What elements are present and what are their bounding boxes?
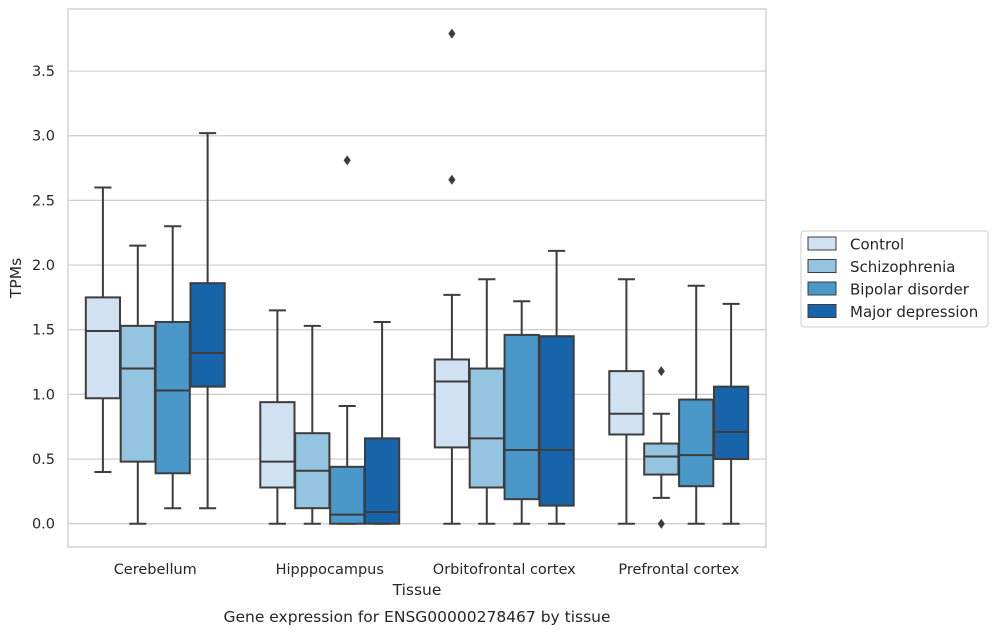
legend-frame <box>800 230 989 328</box>
box <box>84 296 122 400</box>
box-group <box>678 284 715 525</box>
legend-swatch <box>807 304 837 318</box>
x-axis-label: Tissue <box>392 581 442 599</box>
box <box>363 437 401 525</box>
outlier-marker <box>448 28 456 39</box>
y-tick-label: 0.0 <box>32 517 55 533</box>
box-group <box>608 278 645 525</box>
box-group <box>712 302 750 525</box>
box <box>608 370 645 436</box>
box-group <box>189 132 226 510</box>
box <box>189 282 226 388</box>
box <box>433 358 471 449</box>
box-group <box>363 320 401 525</box>
legend-swatch <box>807 236 837 251</box>
y-tick-label: 2.0 <box>32 258 55 274</box>
box <box>119 324 156 463</box>
box-group <box>503 300 540 525</box>
x-tick-labels: Cerebellum Hipppocampus Orbitofrontal cort… <box>114 562 740 578</box>
box <box>154 320 191 475</box>
outlier-marker <box>657 518 665 529</box>
x-tick-label: Orbitofrontal cortex <box>433 562 576 578</box>
y-tick-labels: 0.0 0.5 1.0 1.5 2.0 2.5 3.0 3.5 <box>32 64 55 533</box>
x-tick-label: Cerebellum <box>114 562 197 578</box>
box-group <box>643 366 680 529</box>
plot-frame <box>67 8 767 548</box>
outlier-marker <box>448 174 456 185</box>
box-group <box>84 186 122 473</box>
box <box>259 401 296 489</box>
box-group <box>329 155 366 525</box>
legend-label: Control <box>850 236 904 254</box>
legend-label: Schizophrenia <box>850 258 955 276</box>
box-group <box>154 225 191 510</box>
box-group <box>538 249 575 525</box>
box <box>468 367 505 489</box>
box-plot-series <box>84 28 750 529</box>
y-axis-label: TPMs <box>7 258 25 299</box>
x-tick-label: Hipppocampus <box>276 562 384 578</box>
box <box>538 335 575 507</box>
box-group <box>433 28 471 525</box>
box <box>712 385 750 461</box>
y-tick-label: 1.0 <box>32 387 55 403</box>
y-tick-label: 0.5 <box>32 452 55 468</box>
box <box>503 333 540 501</box>
legend-label: Major depression <box>850 303 978 321</box>
box-group <box>119 244 156 525</box>
y-tick-label: 3.0 <box>32 129 55 145</box>
outlier-marker <box>343 155 351 166</box>
legend-label: Bipolar disorder <box>850 281 970 299</box>
y-tick-label: 2.5 <box>32 193 55 209</box>
x-tick-label: Prefrontal cortex <box>618 562 739 578</box>
legend-swatch <box>807 281 837 296</box>
box-group <box>259 309 296 525</box>
y-tick-label: 1.5 <box>32 323 55 339</box>
chart-caption: Gene expression for ENSG00000278467 by t… <box>223 608 610 626</box>
box <box>678 398 715 488</box>
box <box>643 442 680 476</box>
box-group <box>468 278 505 525</box>
outlier-marker <box>657 366 665 377</box>
y-tick-label: 3.5 <box>32 64 55 80</box>
box-group <box>294 324 331 525</box>
legend-swatch <box>807 259 837 273</box>
legend: Control Schizophrenia Bipolar disorder Majo… <box>800 230 989 328</box>
